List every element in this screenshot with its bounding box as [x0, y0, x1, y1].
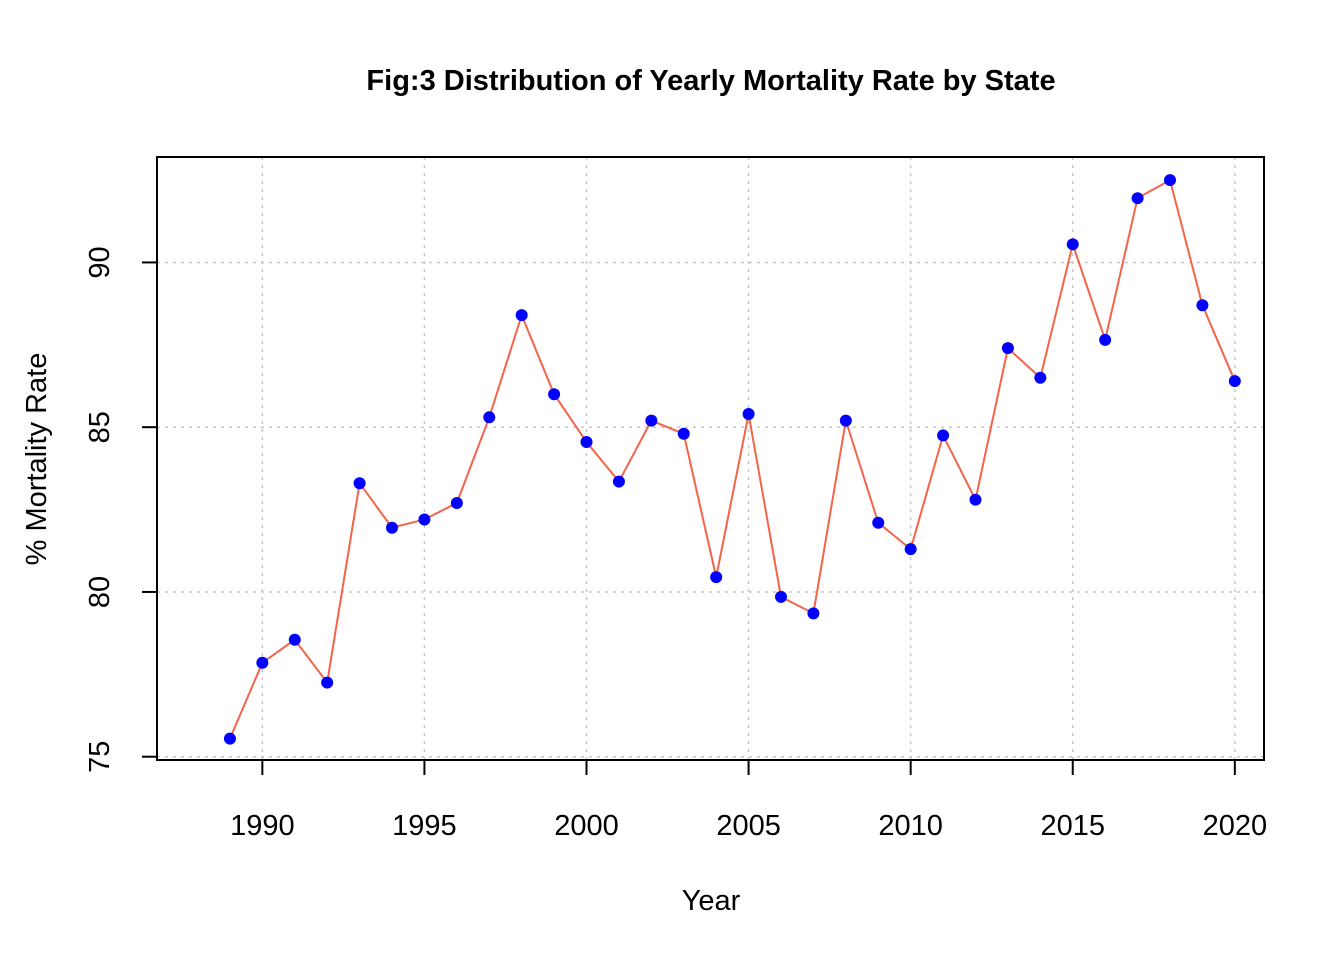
data-point-2001 [612, 475, 625, 488]
data-point-2011 [937, 429, 950, 442]
data-point-2015 [1066, 238, 1079, 251]
series-line-segment-2009 [877, 521, 912, 550]
data-point-2018 [1163, 174, 1176, 187]
data-point-2000 [580, 436, 593, 449]
data-point-2009 [872, 516, 885, 529]
series-line-segment-2016 [1104, 197, 1139, 341]
x-tick-label-2005: 2005 [716, 810, 781, 842]
data-point-1990 [256, 656, 269, 669]
y-tick-label-90: 90 [84, 246, 116, 278]
chart-title: Fig:3 Distribution of Yearly Mortality R… [366, 65, 1055, 97]
data-point-1994 [386, 521, 399, 534]
x-tick-label-2000: 2000 [554, 810, 619, 842]
data-point-2013 [1001, 342, 1014, 355]
series-line-segment-2000 [585, 441, 620, 483]
series-line-segment-1991 [293, 639, 328, 684]
data-point-1997 [483, 411, 496, 424]
series-line-segment-2008 [844, 420, 880, 524]
plot-frame [156, 156, 1265, 761]
x-axis: 1990 1995 2000 2005 2010 2015 2020 [230, 760, 1267, 842]
x-tick-label-2015: 2015 [1040, 810, 1105, 842]
series-line-segment-2001 [618, 420, 653, 483]
data-point-2020 [1228, 375, 1241, 388]
x-tick-label-1995: 1995 [392, 810, 457, 842]
series-line-segment-2012 [974, 347, 1009, 500]
grid [157, 157, 1264, 760]
series-line-segment-2017 [1137, 179, 1171, 200]
y-tick-label-80: 80 [84, 576, 116, 608]
data-point-1996 [450, 496, 463, 509]
data-point-2005 [742, 408, 755, 421]
series-line-segment-2018 [1169, 179, 1204, 306]
series-line-layer [229, 179, 1236, 739]
data-point-2002 [645, 414, 658, 427]
series-line-segment-2006 [780, 596, 814, 615]
data-point-2014 [1034, 371, 1047, 384]
series-line-segment-1993 [358, 482, 393, 529]
data-point-2007 [807, 607, 820, 620]
series-line-segment-1998 [520, 314, 556, 395]
data-point-1991 [288, 633, 301, 646]
x-axis-label: Year [682, 885, 741, 917]
data-point-2017 [1131, 192, 1144, 205]
data-point-1989 [223, 732, 236, 745]
data-point-2010 [904, 543, 917, 556]
series-line-segment-2005 [747, 413, 782, 598]
data-point-1992 [321, 676, 334, 689]
data-point-2016 [1099, 333, 1112, 346]
x-tick-label-1990: 1990 [230, 810, 295, 842]
series-line-segment-1997 [488, 314, 523, 418]
series-line-segment-2015 [1071, 243, 1107, 341]
data-point-2008 [839, 414, 852, 427]
series-line-segment-2004 [715, 413, 750, 578]
y-tick-label-85: 85 [84, 411, 116, 443]
series-line-segment-2003 [682, 433, 718, 578]
data-point-2012 [969, 493, 982, 506]
data-point-2004 [710, 571, 723, 584]
y-axis-label: % Mortality Rate [21, 353, 53, 566]
y-tick-label-75: 75 [84, 741, 116, 773]
data-point-2019 [1196, 299, 1209, 312]
series-line-segment-2011 [942, 434, 977, 501]
series-line-segment-2013 [1007, 347, 1042, 379]
data-point-1995 [418, 513, 431, 526]
series-line-segment-1989 [229, 662, 264, 739]
series-line-segment-2019 [1201, 304, 1236, 382]
x-tick-label-2010: 2010 [878, 810, 943, 842]
data-point-1993 [353, 477, 366, 490]
y-axis: 75 80 85 90 [84, 246, 157, 773]
data-points [223, 174, 1241, 745]
data-point-2006 [775, 590, 788, 603]
series-line-segment-2007 [812, 420, 847, 614]
series-line-segment-1995 [423, 502, 458, 521]
series-line-segment-1992 [326, 483, 361, 683]
data-point-1998 [515, 309, 528, 322]
x-tick-label-2020: 2020 [1203, 810, 1268, 842]
data-point-1999 [548, 388, 561, 401]
series-line-segment-1996 [455, 416, 491, 504]
series-line-segment-2014 [1039, 244, 1074, 379]
series-line-segment-1990 [261, 638, 296, 664]
series-line-segment-1999 [553, 393, 588, 443]
data-point-2003 [677, 427, 690, 440]
series-line-segment-2010 [909, 435, 945, 550]
